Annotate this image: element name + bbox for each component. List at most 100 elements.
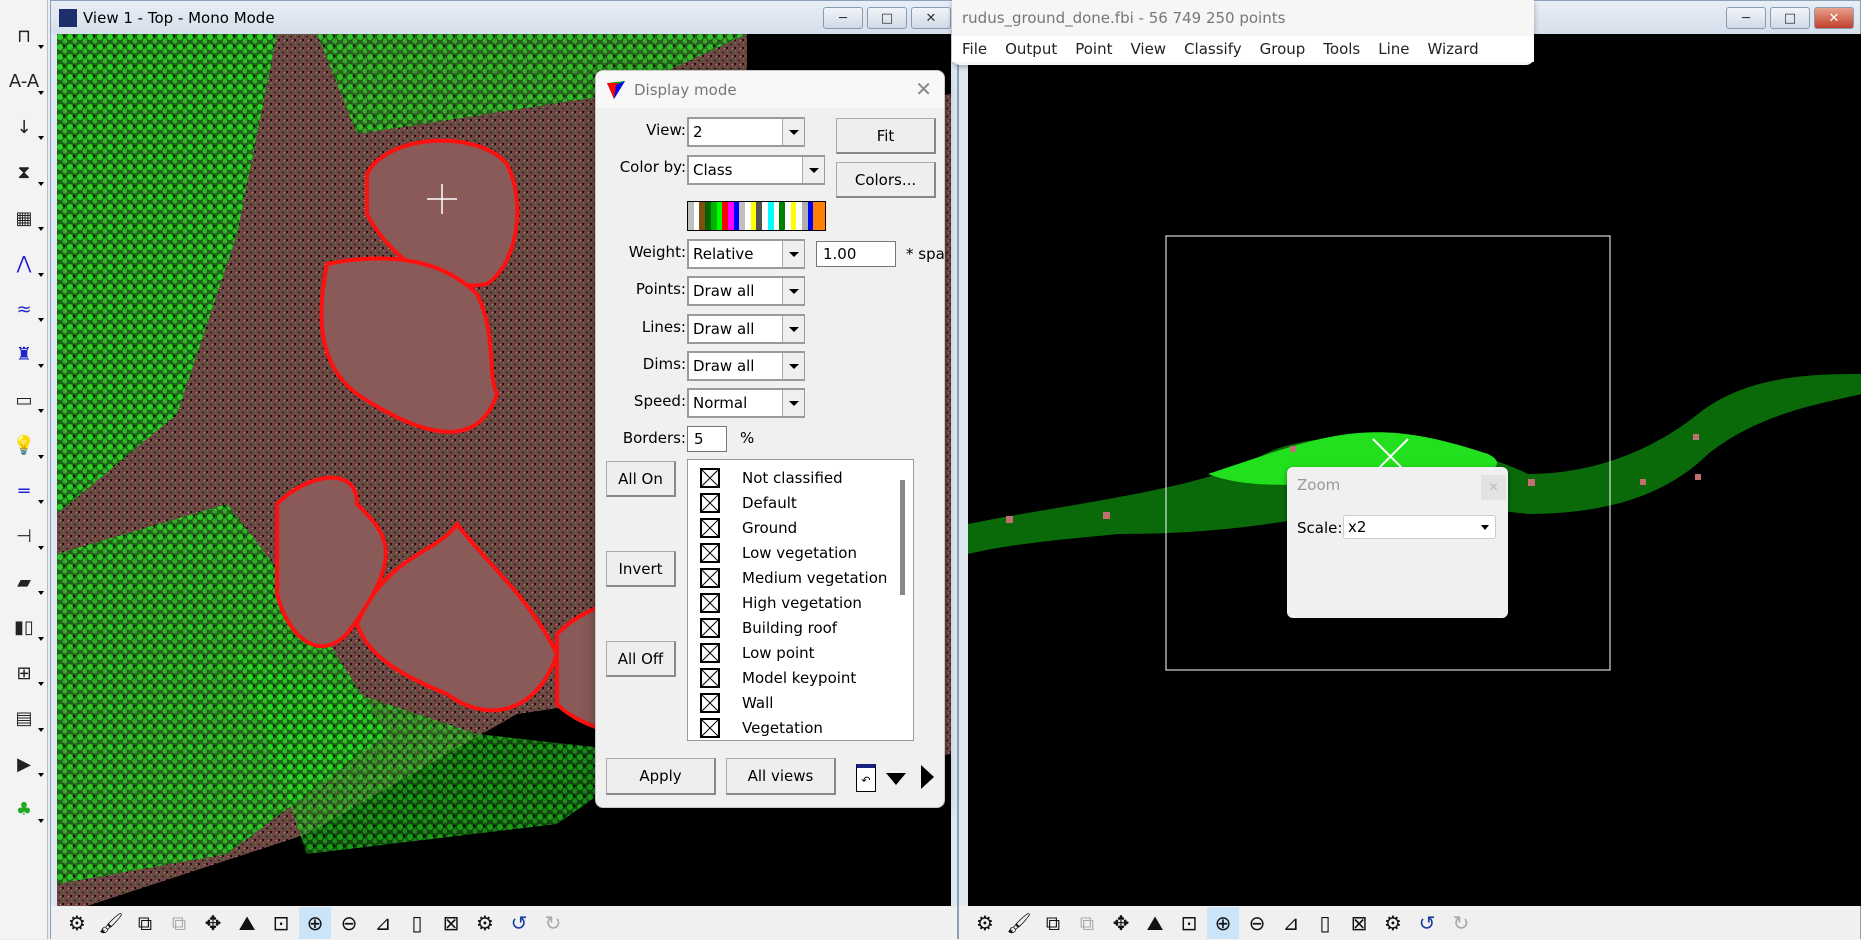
close-icon[interactable]: ✕: [1481, 475, 1506, 500]
undo-view-icon[interactable]: ↺: [510, 911, 528, 935]
speed-select[interactable]: Normal: [687, 388, 805, 418]
fit-button[interactable]: Fit: [836, 118, 936, 154]
pan-icon[interactable]: ✥: [204, 911, 222, 935]
class-item[interactable]: High vegetation: [700, 591, 862, 615]
view-options-icon[interactable]: ⚙: [476, 911, 494, 935]
zoom-window-icon[interactable]: ⊡: [1180, 911, 1198, 935]
view-select[interactable]: 2: [687, 117, 805, 147]
dialog-titlebar[interactable]: Display mode ✕: [596, 71, 944, 108]
all-off-button[interactable]: All Off: [606, 641, 676, 677]
class-item[interactable]: Building roof: [700, 616, 837, 640]
class-item[interactable]: Medium vegetation: [700, 566, 887, 590]
cube-icon[interactable]: ⊠: [1350, 911, 1368, 935]
zoom-out-icon[interactable]: ⊖: [340, 911, 358, 935]
checkbox[interactable]: [700, 668, 720, 688]
brush-icon[interactable]: 🖌: [98, 911, 124, 935]
view-frame-icon[interactable]: ▯: [1319, 911, 1331, 935]
fit-terrain-icon[interactable]: ⛰: [238, 911, 256, 935]
tower-icon[interactable]: ⋀: [6, 246, 44, 282]
pan-icon[interactable]: ✥: [1112, 911, 1130, 935]
checkbox[interactable]: [700, 518, 720, 538]
zoom-in-icon[interactable]: ⊕: [1207, 907, 1239, 939]
checkbox[interactable]: [700, 718, 720, 738]
rotate-axis-icon[interactable]: ⊿: [374, 911, 392, 935]
dims-select[interactable]: Draw all: [687, 351, 805, 381]
zoom-window-icon[interactable]: ⊡: [272, 911, 290, 935]
menu-view[interactable]: View: [1130, 40, 1167, 58]
settings-gear-icon[interactable]: ⚙: [68, 911, 86, 935]
road-lamp-icon[interactable]: 💡: [6, 428, 44, 464]
class-item[interactable]: Ground: [700, 516, 797, 540]
invert-button[interactable]: Invert: [606, 551, 676, 587]
cube-icon[interactable]: ⊠: [442, 911, 460, 935]
pylon-icon[interactable]: ♜: [6, 337, 44, 373]
rotate-axis-icon[interactable]: ⊿: [1282, 911, 1300, 935]
all-views-button[interactable]: All views: [726, 758, 836, 795]
zoom-in-icon[interactable]: ⊕: [299, 907, 331, 939]
weight-factor-input[interactable]: 1.00: [816, 241, 896, 267]
fit-terrain-icon[interactable]: ⛰: [1146, 911, 1164, 935]
wires-icon[interactable]: ≈: [6, 291, 44, 327]
colorby-select[interactable]: Class: [687, 155, 825, 185]
close-icon[interactable]: ✕: [915, 77, 932, 101]
panels-icon[interactable]: ▮▯: [6, 610, 44, 646]
maximize-button[interactable]: □: [867, 7, 907, 29]
view1-titlebar[interactable]: View 1 - Top - Mono Mode ─ □ ✕: [51, 1, 957, 34]
checkbox[interactable]: [700, 643, 720, 663]
trees-icon[interactable]: ♣: [6, 792, 44, 828]
profile-view-icon[interactable]: ▭: [6, 382, 44, 418]
checkbox[interactable]: [700, 543, 720, 563]
copy-view-icon[interactable]: ⧉: [1045, 911, 1061, 935]
lines-select[interactable]: Draw all: [687, 314, 805, 344]
points-select[interactable]: Draw all: [687, 276, 805, 306]
view-options-icon[interactable]: ⚙: [1384, 911, 1402, 935]
maximize-button[interactable]: □: [1770, 7, 1810, 29]
menu-tools[interactable]: Tools: [1323, 40, 1361, 58]
redo-view-icon[interactable]: ↻: [1452, 911, 1470, 935]
all-on-button[interactable]: All On: [606, 461, 676, 497]
menu-output[interactable]: Output: [1005, 40, 1058, 58]
weight-select[interactable]: Relative: [687, 239, 805, 269]
checkbox[interactable]: [700, 693, 720, 713]
class-item[interactable]: Model keypoint: [700, 666, 856, 690]
dropdown-arrow-icon[interactable]: [886, 773, 906, 795]
brush-icon[interactable]: 🖌: [1006, 911, 1032, 935]
report-icon[interactable]: ▤: [6, 701, 44, 737]
section-aa-icon[interactable]: A-A: [6, 64, 44, 100]
checkbox[interactable]: [700, 593, 720, 613]
settings-gear-icon[interactable]: ⚙: [976, 911, 994, 935]
calendar-grid-icon[interactable]: ▦: [6, 200, 44, 236]
list-scrollbar[interactable]: [900, 480, 905, 595]
zoom-window-rectangle[interactable]: [1165, 235, 1611, 671]
menu-classify[interactable]: Classify: [1184, 40, 1242, 58]
view-frame-icon[interactable]: ▯: [411, 911, 423, 935]
colors-button[interactable]: Colors...: [836, 162, 936, 198]
histogram-icon[interactable]: ▶: [6, 746, 44, 782]
copy-view-disabled-icon[interactable]: ⧉: [1079, 911, 1095, 935]
expand-arrow-icon[interactable]: [921, 765, 934, 789]
copy-view-disabled-icon[interactable]: ⧉: [171, 911, 187, 935]
class-item[interactable]: Wall: [700, 691, 773, 715]
scale-select[interactable]: x2: [1343, 515, 1496, 539]
class-item[interactable]: Low point: [700, 641, 815, 665]
checkbox[interactable]: [700, 618, 720, 638]
restore-view-icon[interactable]: ↶: [856, 764, 876, 792]
apply-button[interactable]: Apply: [606, 758, 716, 795]
drop-point-icon[interactable]: ↓: [6, 109, 44, 145]
class-item[interactable]: Default: [700, 491, 797, 515]
minimize-button[interactable]: ─: [823, 7, 863, 29]
layout-icon[interactable]: ⊞: [6, 655, 44, 691]
menu-wizard[interactable]: Wizard: [1427, 40, 1479, 58]
checkbox[interactable]: [700, 493, 720, 513]
checkbox[interactable]: [700, 468, 720, 488]
class-item[interactable]: Low vegetation: [700, 541, 857, 565]
menu-group[interactable]: Group: [1259, 40, 1306, 58]
class-item[interactable]: Vegetation: [700, 716, 823, 740]
undo-view-icon[interactable]: ↺: [1418, 911, 1436, 935]
wire-attach-icon[interactable]: ⊣: [6, 519, 44, 555]
hierarchy-icon[interactable]: ⊓: [6, 18, 44, 54]
borders-input[interactable]: 5: [687, 426, 727, 452]
class-list[interactable]: Not classified Default Ground Low vegetatio…: [687, 459, 914, 741]
menu-point[interactable]: Point: [1075, 40, 1113, 58]
minimize-button[interactable]: ─: [1726, 7, 1766, 29]
